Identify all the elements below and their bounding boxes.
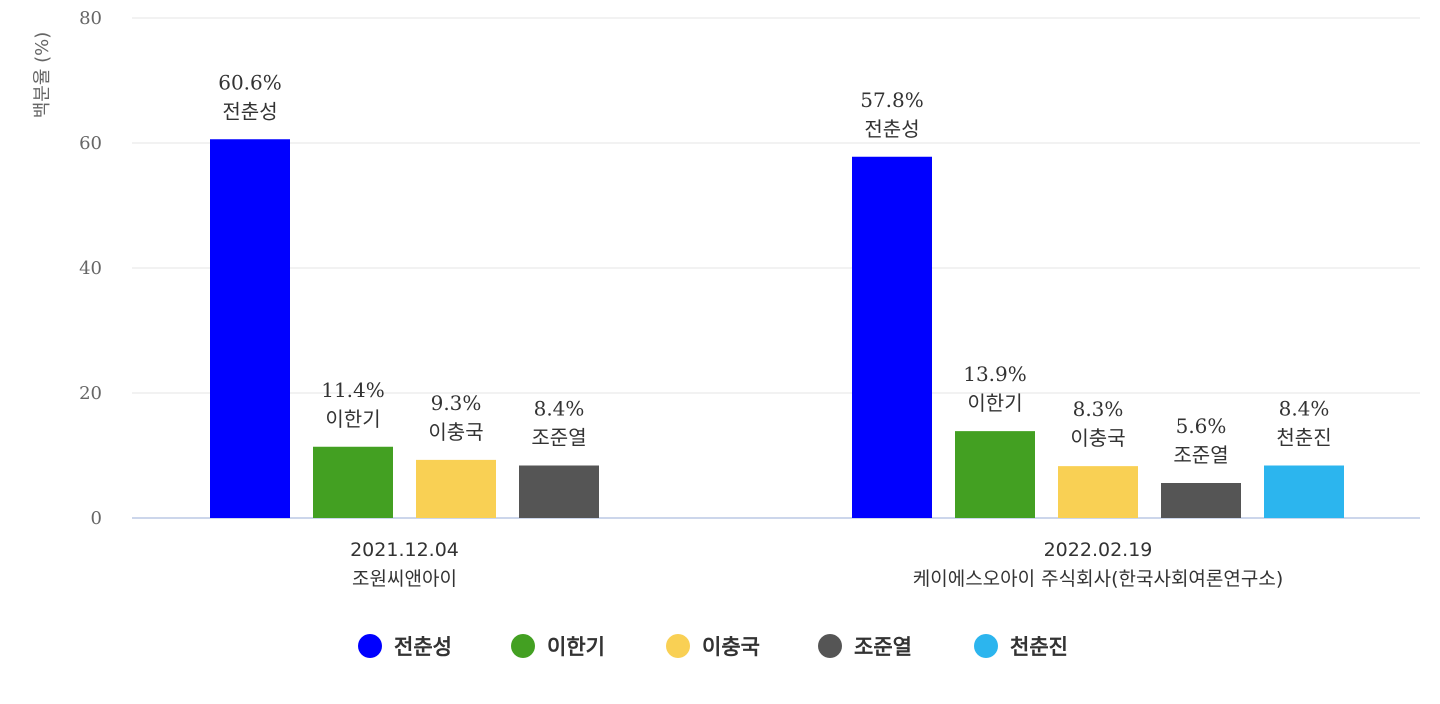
bar [1161,483,1241,518]
bar [313,446,393,518]
y-axis: 0 20 40 60 80 백분율 (%) [32,8,102,529]
bar-series-label: 조준열 [531,426,586,450]
y-axis-title: 백분율 (%) [32,32,53,119]
legend: 전춘성 이한기 이충국 조준열 천춘진 [358,634,1068,659]
y-tick-label: 40 [79,258,102,279]
legend-item: 조준열 [818,634,912,659]
x-category-label: 2022.02.19 [1044,539,1153,561]
bar-series-label: 이충국 [1070,426,1125,450]
bar-value-label: 5.6% [1176,414,1227,438]
y-tick-label: 80 [79,8,102,29]
bar-series-label: 전춘성 [222,99,277,123]
legend-marker [818,634,842,658]
legend-marker [358,634,382,658]
legend-label: 이충국 [702,635,760,659]
bar [852,156,932,518]
bar-value-label: 57.8% [860,88,924,112]
bar-value-label: 60.6% [218,70,282,94]
y-tick-label: 0 [91,508,102,529]
bar [210,139,290,518]
bar-value-label: 13.9% [963,362,1027,386]
bar [519,465,599,518]
legend-label: 이한기 [547,635,605,659]
bar-value-label: 8.4% [1279,397,1330,421]
bar-series-label: 이한기 [325,407,380,431]
bar-series-label: 전춘성 [864,117,919,141]
legend-marker [974,634,998,658]
legend-label: 전춘성 [394,635,452,659]
legend-label: 조준열 [854,635,912,659]
legend-item: 이충국 [666,634,760,659]
bar-series-label: 천춘진 [1276,426,1331,450]
bar [1058,466,1138,518]
legend-item: 이한기 [511,634,605,659]
bars: 60.6% 전춘성 11.4% 이한기 9.3% 이충국 8.4% 조준열 57.8% 전춘성 13… [210,70,1344,518]
bar-series-label: 이한기 [967,391,1022,415]
legend-marker [666,634,690,658]
legend-label: 천춘진 [1010,635,1068,659]
bar-series-label: 조준열 [1173,443,1228,467]
x-category-label: 2021.12.04 [350,539,459,561]
bar [955,431,1035,518]
x-axis-categories: 2021.12.04 조원씨앤아이 2022.02.19 케이에스오아이 주식회사(한… [350,539,1283,590]
legend-marker [511,634,535,658]
bar-series-label: 이충국 [428,420,483,444]
bar [416,459,496,518]
x-category-label: 조원씨앤아이 [352,568,457,590]
bar [1264,465,1344,518]
legend-item: 전춘성 [358,634,452,659]
y-tick-label: 60 [79,133,102,154]
legend-item: 천춘진 [974,634,1068,659]
bar-value-label: 8.3% [1073,397,1124,421]
x-category-label: 케이에스오아이 주식회사(한국사회여론연구소) [913,568,1283,590]
y-tick-label: 20 [79,383,102,404]
bar-value-label: 11.4% [321,378,385,402]
bar-value-label: 8.4% [534,397,585,421]
bar-value-label: 9.3% [431,391,482,415]
